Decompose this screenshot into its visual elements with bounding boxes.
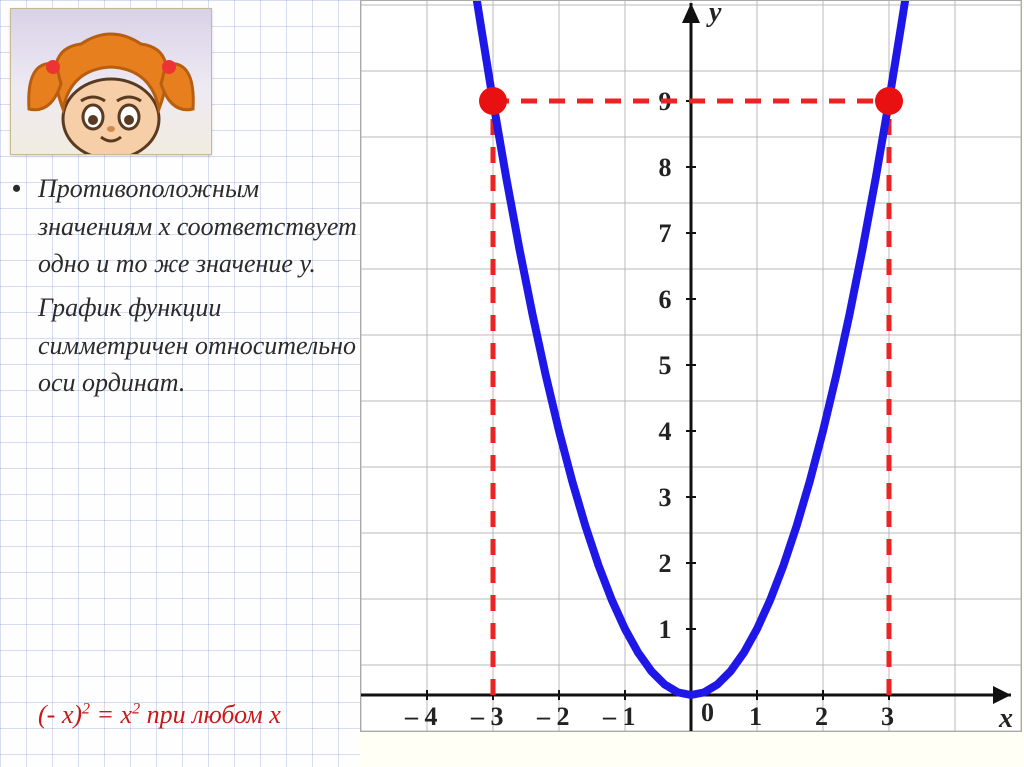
paragraph-2: График функции симметричен относительно … [38,289,357,402]
svg-text:1: 1 [659,615,672,644]
formula-text: (- х)2 = х2 при любом х [38,700,281,730]
svg-text:4: 4 [659,417,672,446]
svg-text:1: 1 [749,702,762,731]
svg-text:8: 8 [659,153,672,182]
svg-text:– 1: – 1 [602,702,636,731]
svg-text:3: 3 [659,483,672,512]
bullet-icon: • [12,170,30,283]
svg-text:5: 5 [659,351,672,380]
svg-text:0: 0 [701,698,714,727]
svg-text:– 4: – 4 [404,702,438,731]
svg-text:2: 2 [815,702,828,731]
svg-text:7: 7 [659,219,672,248]
parabola-chart: – 4– 3– 2– 10123123456789ху [360,0,1022,732]
paragraph-1: Противоположным значениям х соответствуе… [38,170,357,283]
svg-text:– 3: – 3 [470,702,504,731]
svg-text:3: 3 [881,702,894,731]
svg-text:2: 2 [659,549,672,578]
svg-text:у: у [706,1,722,28]
svg-text:– 2: – 2 [536,702,570,731]
svg-text:6: 6 [659,285,672,314]
explanation-text: • Противоположным значениям х соответств… [12,170,357,402]
svg-text:х: х [998,703,1013,731]
decorative-character-image [10,8,212,155]
